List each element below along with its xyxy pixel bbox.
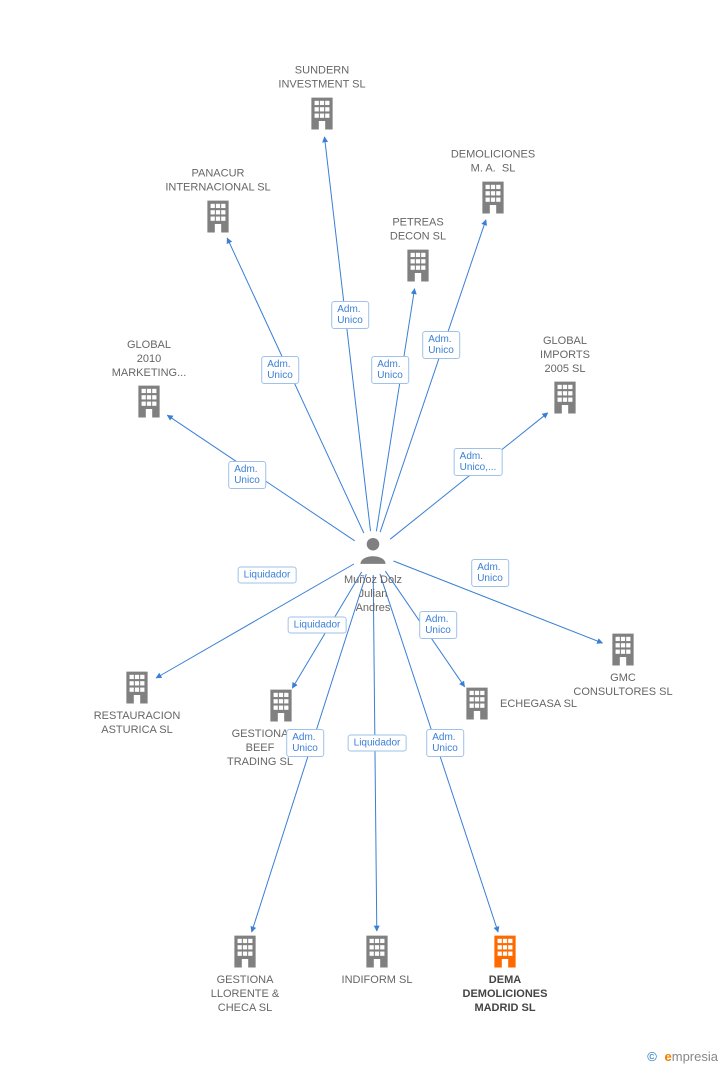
brand-e: e [665, 1049, 672, 1064]
node-label: PANACUR INTERNACIONAL SL [165, 168, 270, 196]
node-echegasa[interactable] [460, 686, 494, 725]
node-label: GESTIONA BEEF TRADING SL [227, 728, 293, 769]
building-icon [132, 405, 166, 422]
edge-line [373, 575, 377, 931]
node-label: Muñoz Dolz Julian Andres [344, 574, 402, 615]
brand-rest: mpresia [672, 1049, 718, 1064]
node-gmc[interactable] [606, 632, 640, 671]
edge-role-label: Liquidador [348, 735, 407, 752]
building-icon [476, 201, 510, 218]
node-label: DEMA DEMOLICIONES MADRID SL [463, 974, 548, 1015]
edge-role-label: Adm. Unico [419, 611, 457, 639]
node-gestiona_bt[interactable] [264, 688, 298, 727]
node-label: GLOBAL IMPORTS 2005 SL [540, 335, 590, 376]
edge-line [390, 413, 548, 539]
building-icon [201, 220, 235, 237]
node-global2010[interactable] [132, 384, 166, 423]
node-demol_ma[interactable] [476, 180, 510, 219]
person-icon [356, 551, 390, 568]
building-icon [548, 401, 582, 418]
node-petreas[interactable] [401, 248, 435, 287]
edge-role-label: Adm. Unico [286, 729, 324, 757]
node-label: RESTAURACION ASTURICA SL [94, 710, 181, 738]
building-icon [264, 709, 298, 726]
node-label: SUNDERN INVESTMENT SL [278, 65, 365, 93]
diagram-canvas: Muñoz Dolz Julian Andres SUNDERN INVESTM… [0, 0, 728, 1070]
edge-line [325, 137, 371, 531]
edge-role-label: Liquidador [238, 567, 297, 584]
edge-role-label: Adm. Unico [426, 729, 464, 757]
building-icon [228, 955, 262, 972]
edge-role-label: Adm. Unico [471, 559, 509, 587]
node-gestiona_lc[interactable] [228, 934, 262, 973]
node-label: PETREAS DECON SL [390, 217, 446, 245]
building-icon [305, 117, 339, 134]
node-globalimp[interactable] [548, 380, 582, 419]
building-icon [401, 269, 435, 286]
edge-role-label: Adm. Unico,... [454, 448, 503, 476]
node-dema[interactable] [488, 934, 522, 973]
building-icon [488, 955, 522, 972]
edge-role-label: Adm. Unico [331, 301, 369, 329]
footer-credit: © empresia [647, 1049, 718, 1064]
node-label: GMC CONSULTORES SL [573, 672, 672, 700]
edge-line [376, 289, 414, 532]
edge-role-label: Adm. Unico [371, 356, 409, 384]
center-person-node[interactable] [356, 537, 390, 569]
node-panacur[interactable] [201, 199, 235, 238]
building-icon [360, 955, 394, 972]
node-label: INDIFORM SL [342, 974, 413, 988]
node-label: GLOBAL 2010 MARKETING... [112, 339, 187, 380]
node-restaur[interactable] [120, 670, 154, 709]
node-indiform[interactable] [360, 934, 394, 973]
edges-layer [0, 0, 728, 1070]
node-label: GESTIONA LLORENTE & CHECA SL [211, 974, 279, 1015]
node-label: ECHEGASA SL [500, 698, 577, 712]
building-icon [606, 653, 640, 670]
edge-role-label: Liquidador [288, 617, 347, 634]
building-icon [460, 707, 494, 724]
edge-role-label: Adm. Unico [228, 461, 266, 489]
edge-role-label: Adm. Unico [261, 356, 299, 384]
node-sundern[interactable] [305, 96, 339, 135]
node-label: DEMOLICIONES M. A. SL [451, 149, 535, 177]
edge-role-label: Adm. Unico [422, 331, 460, 359]
building-icon [120, 691, 154, 708]
copyright-symbol: © [647, 1049, 657, 1064]
